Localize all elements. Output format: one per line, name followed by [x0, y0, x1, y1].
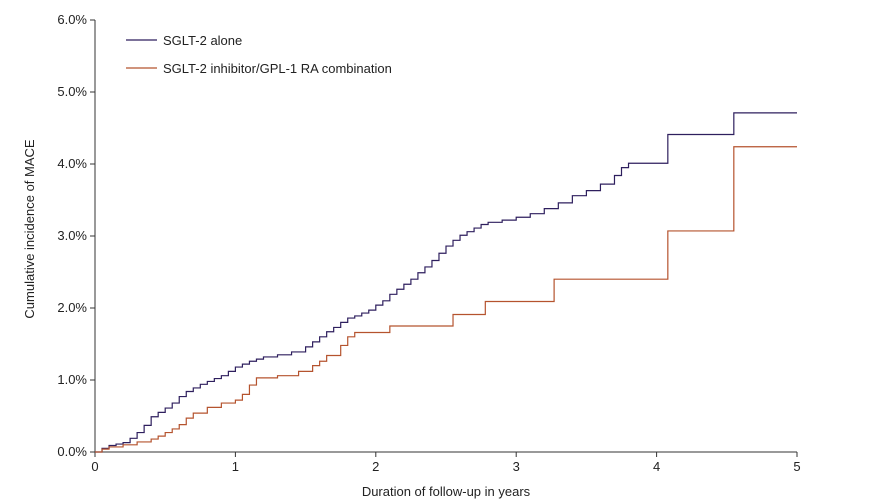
x-tick-label: 4: [653, 459, 660, 474]
y-tick-label: 1.0%: [57, 372, 87, 387]
axes: 0.0% 1.0% 2.0% 3.0% 4.0% 5.0% 6.0% 0 1 2 3 4 5: [57, 12, 800, 474]
series-line-2: [95, 146, 797, 453]
y-tick-label: 4.0%: [57, 156, 87, 171]
x-tick-label: 3: [513, 459, 520, 474]
y-axis-label: Cumulative incidence of MACE: [22, 139, 37, 319]
x-axis-label: Duration of follow-up in years: [362, 484, 531, 499]
y-tick-label: 0.0%: [57, 444, 87, 459]
y-tick-label: 5.0%: [57, 84, 87, 99]
legend: SGLT-2 alone SGLT-2 inhibitor/GPL-1 RA co…: [126, 33, 392, 76]
x-tick-label: 0: [91, 459, 98, 474]
series-group: [95, 112, 797, 453]
x-tick-label: 1: [232, 459, 239, 474]
legend-label-1: SGLT-2 alone: [163, 33, 242, 48]
y-tick-label: 6.0%: [57, 12, 87, 27]
legend-label-2: SGLT-2 inhibitor/GPL-1 RA combination: [163, 61, 392, 76]
series-line-1: [95, 112, 797, 453]
y-tick-label: 3.0%: [57, 228, 87, 243]
y-tick-label: 2.0%: [57, 300, 87, 315]
x-tick-label: 2: [372, 459, 379, 474]
x-tick-label: 5: [793, 459, 800, 474]
